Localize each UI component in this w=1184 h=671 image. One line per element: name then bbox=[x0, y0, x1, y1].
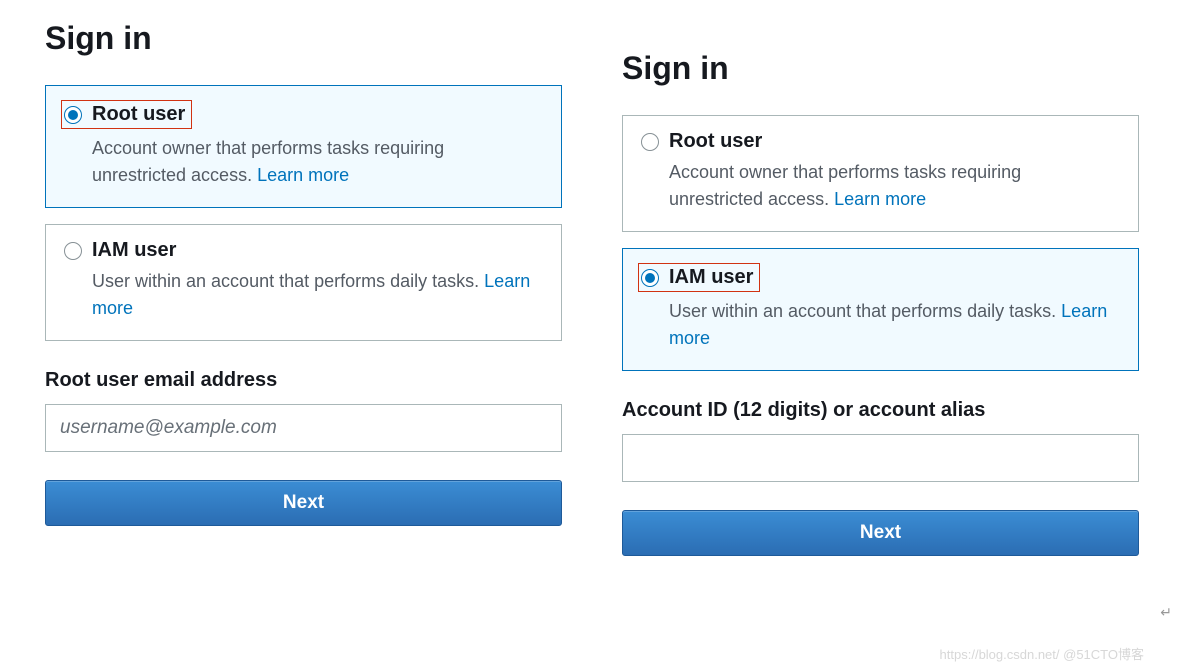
root-learn-more-link[interactable]: Learn more bbox=[257, 165, 349, 185]
account-id-input[interactable] bbox=[622, 434, 1139, 482]
iam-user-description: User within an account that performs dai… bbox=[92, 268, 543, 322]
account-id-field-label: Account ID (12 digits) or account alias bbox=[622, 399, 1139, 422]
signin-panel-root: Sign in Root user Account owner that per… bbox=[45, 20, 562, 556]
iam-user-label: IAM user bbox=[92, 239, 176, 262]
radio-icon bbox=[64, 106, 82, 124]
iam-user-label: IAM user bbox=[669, 266, 753, 289]
signin-heading: Sign in bbox=[622, 50, 1139, 87]
root-user-option[interactable]: Root user Account owner that performs ta… bbox=[622, 115, 1139, 232]
email-input[interactable] bbox=[45, 404, 562, 452]
watermark-text: https://blog.csdn.net/ @51CTO博客 bbox=[940, 644, 1144, 663]
next-button[interactable]: Next bbox=[45, 480, 562, 526]
radio-icon bbox=[64, 242, 82, 260]
cursor-icon: ↵ bbox=[1160, 604, 1172, 621]
signin-panel-iam: Sign in Root user Account owner that per… bbox=[622, 50, 1139, 556]
root-user-description: Account owner that performs tasks requir… bbox=[669, 159, 1120, 213]
iam-user-option[interactable]: IAM user User within an account that per… bbox=[622, 248, 1139, 371]
radio-icon bbox=[641, 269, 659, 287]
root-user-radio-row: Root user bbox=[641, 130, 1120, 153]
signin-heading: Sign in bbox=[45, 20, 562, 57]
root-user-label: Root user bbox=[669, 130, 762, 153]
iam-user-option[interactable]: IAM user User within an account that per… bbox=[45, 224, 562, 341]
next-button[interactable]: Next bbox=[622, 510, 1139, 556]
iam-user-description: User within an account that performs dai… bbox=[669, 298, 1120, 352]
iam-user-radio-row: IAM user bbox=[64, 239, 543, 262]
root-user-label: Root user bbox=[92, 103, 185, 126]
email-field-label: Root user email address bbox=[45, 369, 562, 392]
root-user-option[interactable]: Root user Account owner that performs ta… bbox=[45, 85, 562, 208]
root-user-radio-row: Root user bbox=[61, 100, 192, 129]
radio-icon bbox=[641, 133, 659, 151]
root-user-description: Account owner that performs tasks requir… bbox=[92, 135, 543, 189]
iam-user-radio-row: IAM user bbox=[638, 263, 760, 292]
root-learn-more-link[interactable]: Learn more bbox=[834, 189, 926, 209]
